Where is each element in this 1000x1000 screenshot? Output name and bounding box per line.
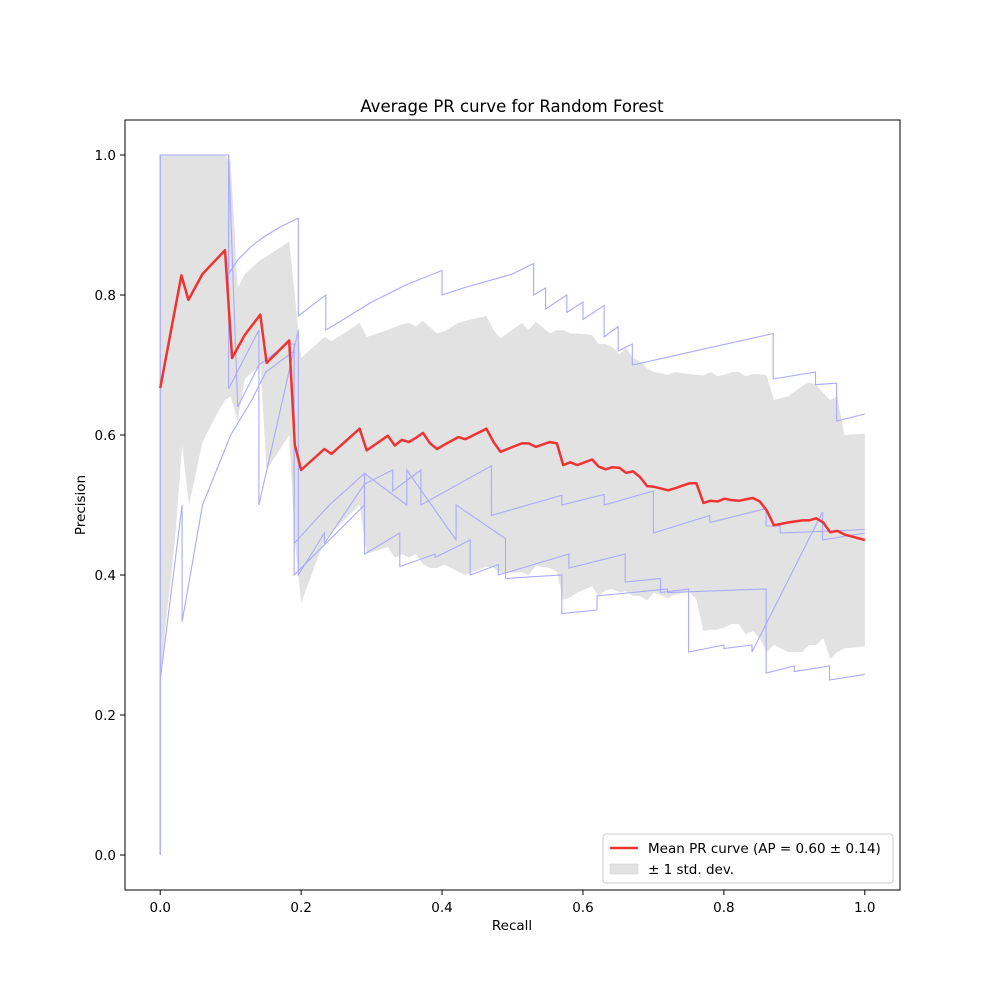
chart-title: Average PR curve for Random Forest [360,97,664,116]
y-tick-label: 0.8 [95,288,116,304]
plot-area [158,154,866,855]
y-tick-label: 0.2 [95,708,116,724]
legend-band-label: ± 1 std. dev. [648,862,734,878]
x-tick-label: 0.0 [149,900,170,916]
axes-frame [124,119,901,891]
y-tick-label: 0.4 [95,568,116,584]
x-axis-label: Recall [492,918,532,934]
y-tick-label: 0.6 [95,428,116,444]
legend-band-swatch [609,863,639,875]
fold-pr-curve-4 [159,349,865,855]
y-tick-label: 1.0 [95,148,116,164]
x-tick-label: 0.6 [572,900,593,916]
legend-box [602,833,894,884]
fold-pr-curve-2 [160,154,865,577]
y-axis-ticks: 0.0 0.2 0.4 0.6 0.8 1.0 [95,148,125,864]
mean-pr-curve [158,248,866,542]
y-axis-label: Precision [73,475,89,535]
x-tick-label: 1.0 [854,900,875,916]
x-axis-ticks: 0.0 0.2 0.4 0.6 0.8 1.0 [149,890,876,916]
legend: Mean PR curve (AP = 0.60 ± 0.14) ± 1 std… [602,833,894,884]
x-tick-label: 0.2 [290,900,311,916]
std-dev-band [160,155,865,715]
fold-pr-curve-1 [159,154,865,855]
y-tick-label: 0.0 [95,848,116,864]
x-tick-label: 0.4 [431,900,452,916]
x-tick-label: 0.8 [713,900,734,916]
legend-mean-label: Mean PR curve (AP = 0.60 ± 0.14) [648,841,881,857]
